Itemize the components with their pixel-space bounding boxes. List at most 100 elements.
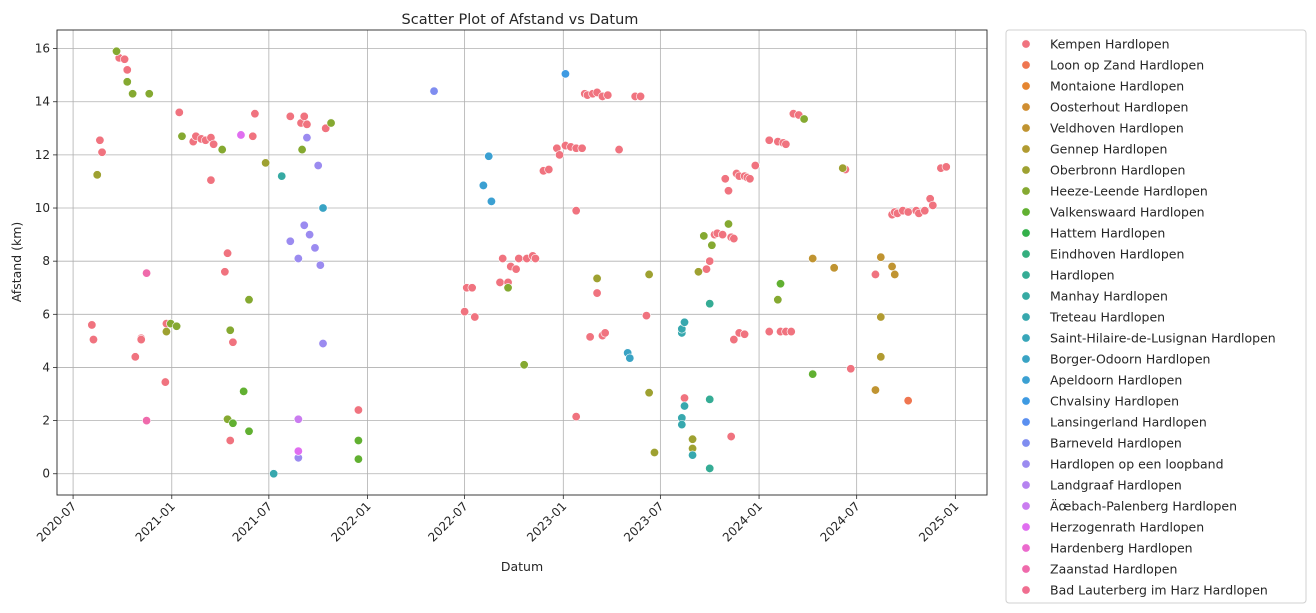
legend-entry: Bad Lauterberg im Harz Hardlopen bbox=[1050, 583, 1268, 598]
scatter-point bbox=[649, 447, 659, 457]
scatter-point bbox=[701, 264, 711, 274]
legend-marker bbox=[1021, 543, 1031, 553]
y-axis-ticks: 0 2 4 6 8 10 12 14 16 bbox=[35, 42, 57, 481]
x-tick-label: 2024-07 bbox=[817, 499, 862, 544]
scatter-point bbox=[92, 170, 102, 180]
scatter-point bbox=[838, 163, 848, 173]
scatter-point bbox=[470, 312, 480, 322]
legend-marker bbox=[1021, 81, 1031, 91]
legend-entry: Herzogenrath Hardlopen bbox=[1050, 520, 1204, 535]
scatter-point bbox=[299, 220, 309, 230]
scatter-point bbox=[498, 254, 508, 264]
scatter-point bbox=[560, 69, 570, 79]
scatter-point bbox=[928, 200, 938, 210]
scatter-point bbox=[870, 269, 880, 279]
scatter-point bbox=[353, 405, 363, 415]
scatter-point bbox=[228, 418, 238, 428]
scatter-point bbox=[585, 332, 595, 342]
scatter-point bbox=[429, 86, 439, 96]
scatter-point bbox=[903, 396, 913, 406]
legend-entry: Chvalsiny Hardlopen bbox=[1050, 394, 1179, 409]
scatter-point bbox=[781, 139, 791, 149]
scatter-point bbox=[353, 436, 363, 446]
scatter-point bbox=[887, 261, 897, 271]
scatter-point bbox=[808, 369, 818, 379]
x-axis-label: Datum bbox=[501, 559, 543, 574]
y-tick-label: 6 bbox=[42, 307, 50, 321]
scatter-point bbox=[313, 161, 323, 171]
scatter-point bbox=[161, 327, 171, 337]
plot-frame bbox=[56, 29, 988, 496]
scatter-point bbox=[220, 267, 230, 277]
scatter-point bbox=[644, 388, 654, 398]
scatter-point bbox=[244, 295, 254, 305]
legend-entry: Manhay Hardlopen bbox=[1050, 289, 1168, 304]
scatter-point bbox=[764, 327, 774, 337]
legend-marker bbox=[1021, 375, 1031, 385]
scatter-point bbox=[829, 263, 839, 273]
legend-marker bbox=[1021, 396, 1031, 406]
legend-entry: Hardlopen op een loopband bbox=[1050, 457, 1224, 472]
scatter-point bbox=[95, 135, 105, 145]
legend-entry: Lansingerland Hardlopen bbox=[1050, 415, 1207, 430]
legend-marker bbox=[1021, 333, 1031, 343]
legend-marker bbox=[1021, 270, 1031, 280]
scatter-point bbox=[128, 89, 138, 99]
legend: Kempen Hardlopen Loon op Zand Hardlopen Mo… bbox=[1005, 29, 1307, 604]
y-tick-label: 16 bbox=[35, 42, 50, 56]
scatter-point bbox=[693, 267, 703, 277]
scatter-point bbox=[514, 254, 524, 264]
scatter-point bbox=[920, 206, 930, 216]
y-tick-label: 12 bbox=[35, 148, 50, 162]
legend-entry: Äœbach-Palenberg Hardlopen bbox=[1050, 499, 1237, 514]
scatter-point bbox=[941, 162, 951, 172]
scatter-point bbox=[503, 283, 513, 293]
legend-marker bbox=[1021, 39, 1031, 49]
y-tick-label: 8 bbox=[42, 254, 50, 268]
legend-entry: Hardlopen bbox=[1050, 268, 1115, 283]
legend-entry: Valkenswaard Hardlopen bbox=[1050, 205, 1205, 220]
scatter-point bbox=[299, 111, 309, 121]
x-tick-label: 2023-07 bbox=[621, 499, 666, 544]
scatter-point bbox=[277, 171, 287, 181]
scatter-point bbox=[244, 426, 254, 436]
scatter-point bbox=[478, 180, 488, 190]
scatter-point bbox=[297, 145, 307, 155]
scatter-point bbox=[729, 335, 739, 345]
scatter-point bbox=[903, 207, 913, 217]
grid bbox=[57, 30, 987, 495]
scatter-point bbox=[269, 469, 279, 479]
scatter-point bbox=[699, 231, 709, 241]
scatter-point bbox=[603, 90, 613, 100]
scatter-point bbox=[707, 240, 717, 250]
x-axis-ticks: 2020-07 2021-01 2021-07 2022-01 2022-07 2023-… bbox=[34, 495, 961, 545]
scatter-point bbox=[723, 186, 733, 196]
scatter-point bbox=[786, 327, 796, 337]
scatter-point bbox=[726, 432, 736, 442]
y-tick-label: 0 bbox=[42, 467, 50, 481]
scatter-point bbox=[495, 277, 505, 287]
scatter-point bbox=[209, 139, 219, 149]
data-points bbox=[87, 46, 951, 479]
legend-entry: Montaione Hardlopen bbox=[1050, 79, 1184, 94]
scatter-point bbox=[773, 295, 783, 305]
scatter-point bbox=[353, 454, 363, 464]
scatter-point bbox=[544, 165, 554, 175]
legend-entry: Barneveld Hardlopen bbox=[1050, 436, 1182, 451]
scatter-point bbox=[705, 394, 715, 404]
scatter-point bbox=[97, 147, 107, 157]
legend-entry: Hattem Hardlopen bbox=[1050, 226, 1165, 241]
legend-entry: Borger-Odoorn Hardlopen bbox=[1050, 352, 1210, 367]
scatter-point bbox=[142, 416, 152, 426]
legend-box bbox=[1005, 29, 1307, 604]
scatter-point bbox=[120, 54, 130, 64]
scatter-point bbox=[321, 123, 331, 133]
scatter-point bbox=[764, 135, 774, 145]
scatter-point bbox=[641, 311, 651, 321]
scatter-point bbox=[460, 307, 470, 317]
scatter-point bbox=[248, 131, 258, 141]
scatter-point bbox=[511, 264, 521, 274]
scatter-point bbox=[600, 328, 610, 338]
scatter-point bbox=[302, 119, 312, 129]
scatter-point bbox=[225, 436, 235, 446]
